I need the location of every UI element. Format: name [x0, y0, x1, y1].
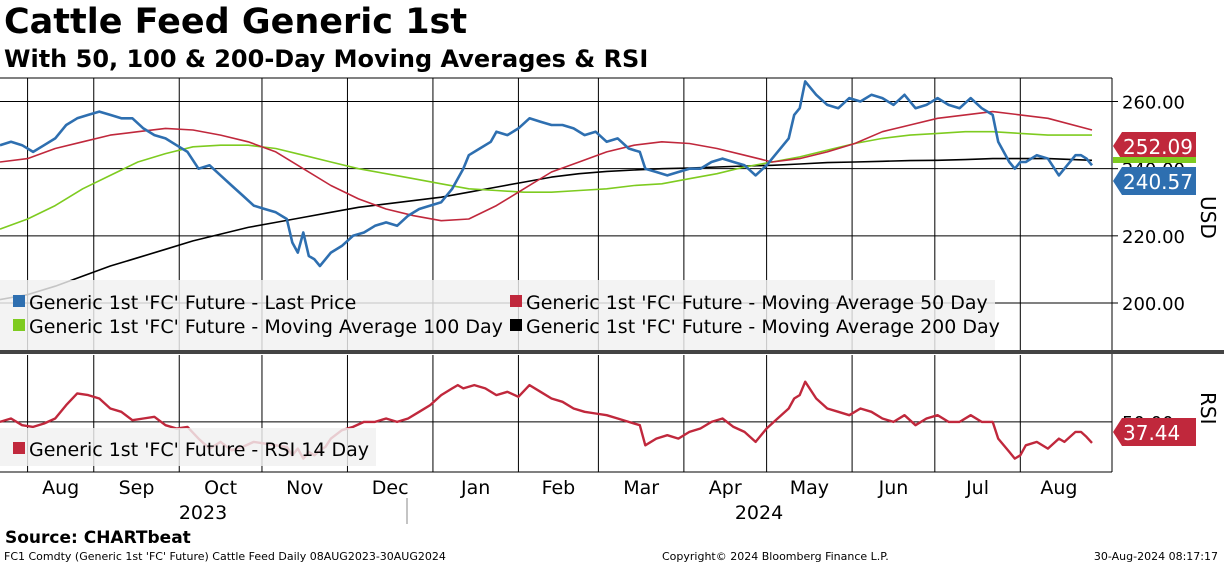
- price-last-value: 240.57: [1123, 170, 1193, 194]
- legend-swatch: [510, 319, 522, 331]
- footer-copyright: Copyright© 2024 Bloomberg Finance L.P.: [662, 550, 889, 563]
- x-month-label: Nov: [286, 477, 323, 499]
- price-last-tag: [1113, 167, 1196, 195]
- series-line-ma100: [0, 130, 1092, 230]
- price-ytick-label: 200.00: [1122, 294, 1185, 315]
- chart-subtitle: With 50, 100 & 200-Day Moving Averages &…: [4, 45, 649, 73]
- legend-swatch: [13, 319, 25, 331]
- price-legend-box: [0, 280, 995, 350]
- legend-swatch: [510, 295, 522, 307]
- legend-label: Generic 1st 'FC' Future - Moving Average…: [526, 292, 988, 314]
- x-month-label: Dec: [372, 477, 409, 499]
- x-month-label: Oct: [204, 477, 237, 499]
- rsi-last-value: 37.44: [1123, 421, 1180, 445]
- ma50-last-tag: [1113, 132, 1196, 160]
- panel-divider: [0, 350, 1224, 354]
- ma100-last-marker: [1113, 157, 1196, 163]
- price-ytick-label: 220.00: [1122, 227, 1185, 248]
- legend-swatch: [13, 442, 25, 454]
- ma50-last-value: 252.09: [1123, 135, 1193, 159]
- series-line-ma200: [0, 157, 1093, 301]
- legend-swatch: [13, 295, 25, 307]
- footer-ticker: FC1 Comdty (Generic 1st 'FC' Future) Cat…: [4, 550, 446, 563]
- footer-timestamp: 30-Aug-2024 08:17:17: [1093, 550, 1218, 563]
- legend-label: Generic 1st 'FC' Future - RSI 14 Day: [29, 439, 369, 461]
- x-month-label: Sep: [119, 477, 155, 499]
- x-month-label: Mar: [623, 477, 659, 499]
- x-year-label: 2024: [735, 502, 783, 524]
- x-month-label: Jan: [460, 477, 490, 499]
- price-ytick-label: 260.00: [1122, 93, 1185, 114]
- source-note: Source: CHARTbeat: [5, 528, 191, 548]
- x-month-label: May: [790, 477, 829, 499]
- x-month-label: Apr: [709, 477, 742, 499]
- x-month-label: Jul: [965, 477, 989, 499]
- chart-title: Cattle Feed Generic 1st: [4, 2, 468, 42]
- x-month-label: Aug: [1040, 477, 1077, 499]
- series-line-price: [0, 80, 1094, 268]
- legend-label: Generic 1st 'FC' Future - Moving Average…: [526, 316, 1000, 338]
- rsi-axis-title: RSI: [1196, 392, 1220, 425]
- x-month-label: Feb: [542, 477, 576, 499]
- series-line-ma50: [0, 110, 1093, 222]
- x-month-label: Aug: [42, 477, 79, 499]
- legend-label: Generic 1st 'FC' Future - Moving Average…: [29, 316, 503, 338]
- rsi-last-tag: [1113, 418, 1196, 446]
- legend-label: Generic 1st 'FC' Future - Last Price: [29, 292, 356, 314]
- x-month-label: Jun: [878, 477, 909, 499]
- x-year-label: 2023: [179, 502, 227, 524]
- rsi-legend-box: [0, 428, 376, 466]
- price-axis-title: USD: [1196, 196, 1220, 239]
